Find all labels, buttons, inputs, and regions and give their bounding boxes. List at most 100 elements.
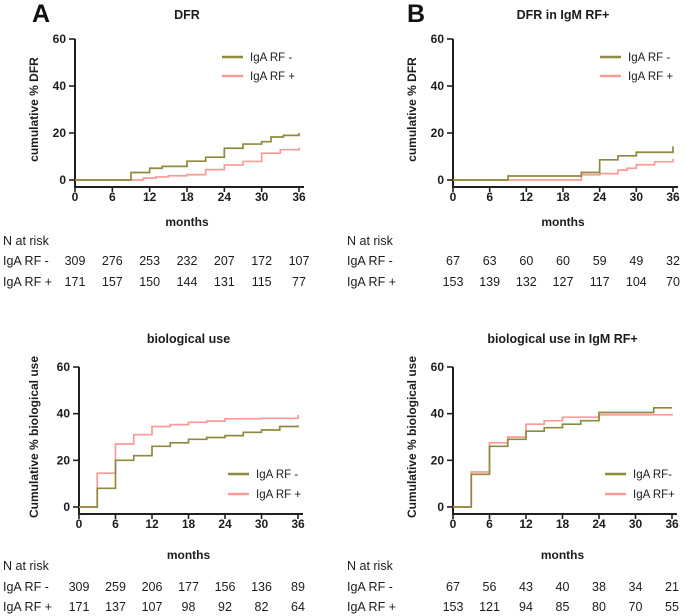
x-tick-label: 6 bbox=[112, 517, 119, 531]
chart-biological-use-igm-rf-pos: biological use in IgM RF+ Cumulative % bi… bbox=[347, 332, 679, 614]
risk-count: 70 bbox=[666, 275, 680, 289]
risk-count: 77 bbox=[292, 275, 306, 289]
y-tick-label: 20 bbox=[57, 453, 71, 467]
x-tick-label: 30 bbox=[629, 517, 643, 531]
risk-count: 127 bbox=[553, 275, 574, 289]
risk-row-label: IgA RF - bbox=[347, 580, 393, 594]
x-axis-title: months bbox=[541, 548, 585, 562]
risk-count: 253 bbox=[139, 254, 160, 268]
risk-count: 59 bbox=[593, 254, 607, 268]
risk-count: 85 bbox=[556, 600, 570, 614]
x-tick-label: 24 bbox=[593, 190, 607, 204]
y-tick-label: 60 bbox=[57, 360, 71, 374]
x-tick-label: 30 bbox=[630, 190, 644, 204]
risk-count: 60 bbox=[556, 254, 570, 268]
x-tick-label: 24 bbox=[218, 517, 232, 531]
risk-count: 137 bbox=[105, 600, 126, 614]
series-iga-rf-negative-curve bbox=[453, 406, 672, 508]
x-tick-label: 24 bbox=[592, 517, 606, 531]
risk-row-label: IgA RF + bbox=[347, 600, 396, 614]
risk-count: 309 bbox=[69, 580, 90, 594]
risk-count: 38 bbox=[592, 580, 606, 594]
x-tick-label: 36 bbox=[291, 517, 305, 531]
x-tick-label: 6 bbox=[486, 190, 493, 204]
x-tick-label: 12 bbox=[520, 190, 534, 204]
legend-label: IgA RF + bbox=[250, 71, 295, 83]
x-axis-title: months bbox=[165, 215, 209, 229]
risk-count: 107 bbox=[289, 254, 310, 268]
risk-row-label: IgA RF + bbox=[347, 275, 396, 289]
y-tick-label: 40 bbox=[57, 407, 71, 421]
risk-count: 60 bbox=[519, 254, 533, 268]
risk-row-label: IgA RF + bbox=[3, 275, 52, 289]
x-tick-label: 18 bbox=[180, 190, 194, 204]
chart-title: biological use in IgM RF+ bbox=[487, 332, 637, 346]
y-tick-label: 60 bbox=[431, 360, 445, 374]
risk-row-label: IgA RF - bbox=[347, 254, 393, 268]
risk-count: 121 bbox=[479, 600, 500, 614]
y-tick-label: 0 bbox=[63, 500, 70, 514]
x-tick-label: 0 bbox=[76, 517, 83, 531]
y-axis-label: Cumulative % biological use bbox=[405, 356, 419, 518]
y-tick-label: 0 bbox=[437, 173, 444, 187]
n-at-risk-label: N at risk bbox=[3, 234, 50, 248]
risk-count: 92 bbox=[218, 600, 232, 614]
x-tick-label: 0 bbox=[450, 517, 457, 531]
x-tick-label: 30 bbox=[255, 190, 269, 204]
risk-count: 67 bbox=[446, 254, 460, 268]
risk-count: 132 bbox=[516, 275, 537, 289]
risk-row-label: IgA RF - bbox=[3, 580, 49, 594]
risk-row-label: IgA RF + bbox=[3, 600, 52, 614]
legend-label: IgA RF + bbox=[628, 71, 673, 83]
series-iga-rf-negative-curve bbox=[453, 146, 674, 181]
x-tick-label: 12 bbox=[145, 517, 159, 531]
x-tick-label: 12 bbox=[143, 190, 157, 204]
x-tick-label: 36 bbox=[292, 190, 306, 204]
x-tick-label: 6 bbox=[486, 517, 493, 531]
panel-label-a: A bbox=[32, 0, 51, 28]
panel-label-b: B bbox=[407, 0, 426, 28]
risk-count: 156 bbox=[215, 580, 236, 594]
x-tick-label: 18 bbox=[556, 190, 570, 204]
y-tick-label: 40 bbox=[431, 407, 445, 421]
series-iga-rf-negative-curve bbox=[75, 133, 300, 181]
risk-count: 153 bbox=[443, 600, 464, 614]
series-iga-rf-positive-curve bbox=[453, 158, 674, 181]
risk-count: 276 bbox=[102, 254, 123, 268]
legend-label: IgA RF - bbox=[256, 469, 298, 481]
risk-count: 94 bbox=[519, 600, 533, 614]
risk-count: 43 bbox=[519, 580, 533, 594]
y-tick-label: 20 bbox=[431, 126, 445, 140]
risk-count: 56 bbox=[483, 580, 497, 594]
risk-count: 67 bbox=[446, 580, 460, 594]
risk-count: 115 bbox=[252, 275, 272, 289]
n-at-risk-label: N at risk bbox=[3, 559, 50, 573]
n-at-risk-label: N at risk bbox=[347, 234, 394, 248]
y-tick-label: 40 bbox=[431, 79, 445, 93]
risk-count: 21 bbox=[665, 580, 679, 594]
risk-row-label: IgA RF - bbox=[3, 254, 49, 268]
x-tick-label: 6 bbox=[109, 190, 116, 204]
risk-count: 107 bbox=[142, 600, 163, 614]
risk-count: 55 bbox=[665, 600, 679, 614]
risk-count: 32 bbox=[666, 254, 680, 268]
x-tick-label: 18 bbox=[182, 517, 196, 531]
risk-count: 63 bbox=[483, 254, 497, 268]
risk-count: 49 bbox=[629, 254, 643, 268]
risk-count: 82 bbox=[255, 600, 269, 614]
legend-label: IgA RF - bbox=[250, 52, 292, 64]
risk-count: 207 bbox=[214, 254, 235, 268]
chart-title: biological use bbox=[147, 332, 230, 346]
x-tick-label: 30 bbox=[255, 517, 269, 531]
n-at-risk-label: N at risk bbox=[347, 559, 394, 573]
x-axis-title: months bbox=[541, 215, 585, 229]
risk-count: 34 bbox=[629, 580, 643, 594]
risk-count: 139 bbox=[479, 275, 500, 289]
risk-count: 131 bbox=[214, 275, 235, 289]
x-tick-label: 12 bbox=[519, 517, 533, 531]
risk-count: 64 bbox=[291, 600, 305, 614]
risk-count: 172 bbox=[251, 254, 272, 268]
chart-biological-use: biological use Cumulative % biological us… bbox=[3, 332, 305, 614]
